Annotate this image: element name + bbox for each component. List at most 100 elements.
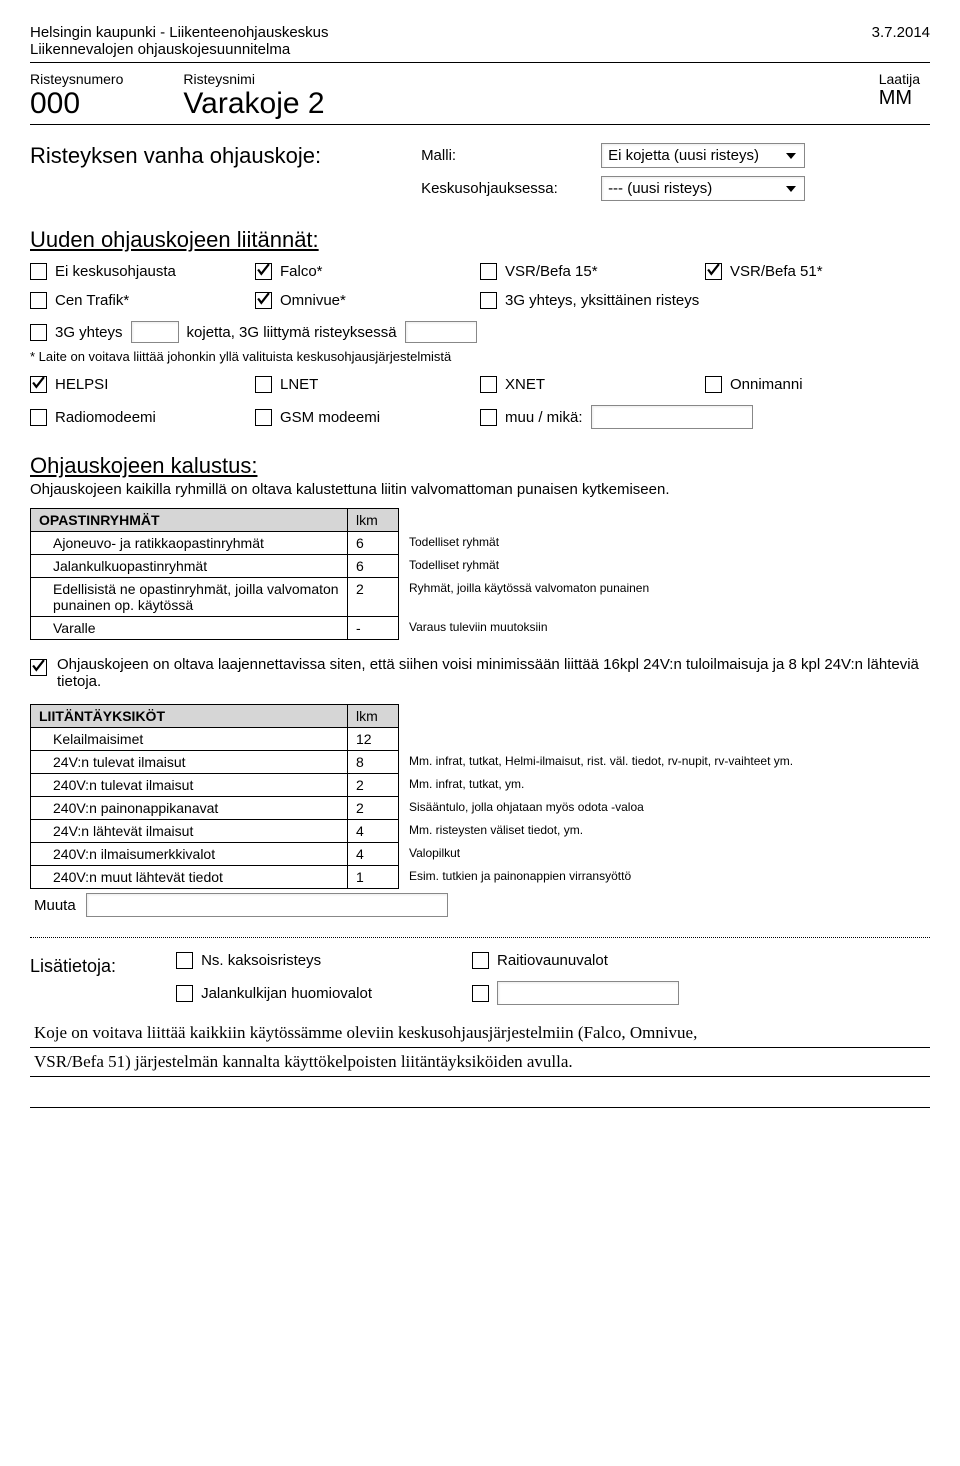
checkbox-raitio[interactable]: [472, 952, 489, 969]
label-ei-keskus: Ei keskusohjausta: [55, 263, 176, 280]
t1-h2: lkm: [348, 509, 399, 532]
muuta-input[interactable]: [86, 893, 448, 917]
old-controller-title: Risteyksen vanha ohjauskoje:: [30, 143, 321, 169]
r1-val: 6: [348, 532, 399, 555]
s7-label: 240V:n muut lähtevät tiedot: [31, 866, 348, 889]
checkbox-radio[interactable]: [30, 409, 47, 426]
label-raitio: Raitiovaunuvalot: [497, 952, 608, 969]
s1-label: Kelailmaisimet: [31, 728, 348, 751]
check-icon: [707, 263, 720, 280]
t1-h1: OPASTINRYHMÄT: [39, 512, 160, 528]
r3-val: 2: [348, 578, 399, 617]
checkbox-xnet[interactable]: [480, 376, 497, 393]
model-combo[interactable]: Ei kojetta (uusi risteys): [601, 143, 805, 168]
r2-val: 6: [348, 555, 399, 578]
s2-note: Mm. infrat, tutkat, Helmi-ilmaisut, rist…: [399, 751, 802, 774]
equip-heading: Ohjauskojeen kalustus:: [30, 453, 930, 479]
checkbox-vsr15[interactable]: [480, 263, 497, 280]
check-icon: [32, 376, 45, 393]
t2-h1: LIITÄNTÄYKSIKÖT: [39, 708, 165, 724]
label-vsr51: VSR/Befa 51*: [730, 263, 823, 280]
input-extra-other[interactable]: [497, 981, 679, 1005]
expand-text: Ohjauskojeen on oltava laajennettavissa …: [57, 656, 930, 690]
r4-val: -: [348, 617, 399, 640]
model-label: Malli:: [421, 147, 591, 164]
s5-val: 4: [348, 820, 399, 843]
central-label: Keskusohjauksessa:: [421, 180, 591, 197]
checkbox-kaksois[interactable]: [176, 952, 193, 969]
ruled-line-1: Koje on voitava liittää kaikkiin käytöss…: [30, 1019, 930, 1048]
plan-title: Liikennevalojen ohjauskojesuunnitelma: [30, 41, 329, 58]
r3-note: Ryhmät, joilla käytössä valvomaton punai…: [399, 578, 658, 617]
org-title: Helsingin kaupunki - Liikenteenohjauskes…: [30, 24, 329, 41]
s4-label: 240V:n painonappikanavat: [31, 797, 348, 820]
checkbox-gsm[interactable]: [255, 409, 272, 426]
label-radio: Radiomodeemi: [55, 409, 156, 426]
check-icon: [32, 659, 45, 676]
name-value: Varakoje 2: [183, 87, 324, 120]
extra-row: Lisätietoja: Ns. kaksoisristeys Raitiova…: [30, 952, 930, 1005]
header-left: Helsingin kaupunki - Liikenteenohjauskes…: [30, 24, 329, 58]
chevron-down-icon: [784, 149, 798, 163]
s3-note: Mm. infrat, tutkat, ym.: [399, 774, 802, 797]
ruled-lines: Koje on voitava liittää kaikkiin käytöss…: [30, 1019, 930, 1108]
old-controller-row: Risteyksen vanha ohjauskoje: Malli: Ei k…: [30, 143, 930, 201]
s5-note: Mm. risteysten väliset tiedot, ym.: [399, 820, 802, 843]
system-grid: HELPSI LNET XNET Onnimanni Radiomodeemi …: [30, 376, 930, 429]
checkbox-helpsi[interactable]: [30, 376, 47, 393]
checkbox-lnet[interactable]: [255, 376, 272, 393]
s3-label: 240V:n tulevat ilmaisut: [31, 774, 348, 797]
checkbox-omnivue[interactable]: [255, 292, 272, 309]
label-gsm: GSM modeemi: [280, 409, 380, 426]
checkbox-muu[interactable]: [480, 409, 497, 426]
checkbox-expand[interactable]: [30, 659, 47, 676]
label-3g: 3G yhteys: [55, 324, 123, 341]
label-omnivue: Omnivue*: [280, 292, 346, 309]
nr-value: 000: [30, 87, 123, 120]
label-muu: muu / mikä:: [505, 409, 583, 426]
checkbox-falco[interactable]: [255, 263, 272, 280]
r4-note: Varaus tuleviin muutoksiin: [399, 617, 658, 640]
dotted-divider: [30, 937, 930, 938]
s3-val: 2: [348, 774, 399, 797]
checkbox-3g-yksi[interactable]: [480, 292, 497, 309]
muuta-label: Muuta: [30, 897, 76, 914]
s7-note: Esim. tutkien ja painonappien virransyöt…: [399, 866, 802, 889]
label-3g-yksi: 3G yhteys, yksittäinen risteys: [505, 292, 699, 309]
t2-h2: lkm: [348, 705, 399, 728]
input-muu[interactable]: [591, 405, 753, 429]
checkbox-onnimanni[interactable]: [705, 376, 722, 393]
footnote-star: * Laite on voitava liittää johonkin yllä…: [30, 349, 930, 364]
r2-note: Todelliset ryhmät: [399, 555, 658, 578]
checkbox-3g[interactable]: [30, 324, 47, 341]
central-combo-value: --- (uusi risteys): [608, 180, 712, 197]
s6-val: 4: [348, 843, 399, 866]
author-value: MM: [879, 87, 920, 110]
checkbox-jalank[interactable]: [176, 985, 193, 1002]
label-centrafik: Cen Trafik*: [55, 292, 129, 309]
s7-val: 1: [348, 866, 399, 889]
equip-subheading: Ohjauskojeen kaikilla ryhmillä on oltava…: [30, 481, 930, 498]
expand-row: Ohjauskojeen on oltava laajennettavissa …: [30, 656, 930, 690]
checkbox-vsr51[interactable]: [705, 263, 722, 280]
central-combo[interactable]: --- (uusi risteys): [601, 176, 805, 201]
r3-label: Edellisistä ne opastinryhmät, joilla val…: [31, 578, 348, 617]
r1-label: Ajoneuvo- ja ratikkaopastinryhmät: [31, 532, 348, 555]
input-3g-risteys[interactable]: [405, 321, 477, 343]
checkbox-centrafik[interactable]: [30, 292, 47, 309]
s6-note: Valopilkut: [399, 843, 802, 866]
s2-val: 8: [348, 751, 399, 774]
input-3g-count[interactable]: [131, 321, 179, 343]
checkbox-extra-other[interactable]: [472, 985, 489, 1002]
label-kaksois: Ns. kaksoisristeys: [201, 952, 321, 969]
s4-val: 2: [348, 797, 399, 820]
extra-label: Lisätietoja:: [30, 952, 116, 977]
checkbox-ei-keskus[interactable]: [30, 263, 47, 280]
id-row: Risteysnumero 000 Risteysnimi Varakoje 2…: [30, 71, 930, 120]
label-jalank: Jalankulkijan huomiovalot: [201, 985, 372, 1002]
label-helpsi: HELPSI: [55, 376, 108, 393]
model-combo-value: Ei kojetta (uusi risteys): [608, 147, 759, 164]
label-xnet: XNET: [505, 376, 545, 393]
header-date: 3.7.2014: [872, 24, 930, 58]
label-falco: Falco*: [280, 263, 323, 280]
